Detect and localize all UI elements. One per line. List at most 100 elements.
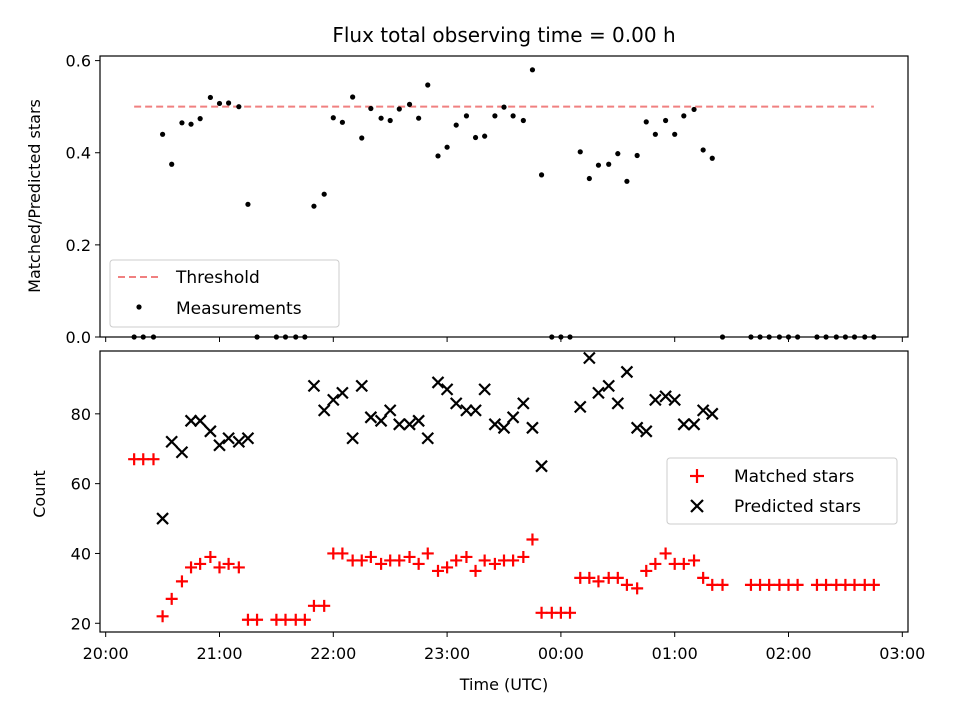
matched-star-point (583, 571, 596, 584)
predicted-star-point (677, 418, 691, 431)
matched-star-point (421, 547, 434, 560)
predicted-star-point (222, 431, 235, 445)
predicted-star-point (241, 431, 255, 445)
predicted-star-point (469, 404, 482, 417)
predicted-star-point (517, 397, 530, 410)
predicted-star-point (602, 379, 615, 393)
predicted-star-point (364, 411, 378, 424)
predicted-star-point (630, 421, 644, 435)
predicted-star-point (620, 365, 634, 379)
matched-star-point (156, 610, 169, 623)
x-tick-label: 20:00 (83, 644, 129, 663)
matched-star-point (716, 578, 729, 591)
predicted-star-point (204, 425, 217, 438)
matched-legend-swatch (690, 469, 704, 483)
bottom-x-ticks: 20:00 21:00 22:00 23:00 00:00 01:00 02:00 03:00 (83, 632, 925, 663)
bottom-y-tick-label: 20 (71, 614, 91, 633)
x-tick-label: 00:00 (538, 644, 584, 663)
predicted-star-point (573, 400, 587, 414)
matched-star-point (279, 613, 292, 626)
predicted-star-point (421, 431, 435, 445)
measurement-point (169, 161, 175, 167)
matched-star-point (403, 550, 416, 563)
measurement-point (520, 117, 526, 124)
matched-star-point (375, 557, 388, 570)
matched-star-point (517, 550, 530, 563)
measurement-point (624, 178, 630, 184)
matched-star-point (364, 550, 377, 563)
measurement-point (606, 161, 612, 167)
predicted-star-point (156, 512, 169, 525)
matched-star-point (147, 453, 160, 466)
measurement-point (339, 119, 345, 125)
predicted-star-point (639, 425, 653, 438)
measurement-point (216, 100, 223, 107)
measurement-point (236, 104, 242, 110)
measurement-point (245, 201, 251, 207)
measurement-point (207, 94, 213, 101)
measurement-point (188, 121, 194, 127)
predicted-star-point (213, 438, 226, 452)
matched-star-point (307, 599, 320, 612)
top-y-ticks: 0.0 0.2 0.4 0.6 (66, 52, 100, 347)
x-tick-label: 22:00 (310, 644, 356, 663)
matched-star-point (213, 561, 226, 574)
predicted-star-point (383, 404, 397, 417)
matched-star-point (848, 578, 861, 591)
measurement-point (700, 147, 706, 153)
measurements-legend-swatch (136, 304, 142, 310)
matched-star-point (232, 561, 245, 574)
matched-star-point (336, 547, 349, 560)
x-tick-label: 02:00 (765, 644, 811, 663)
predicted-star-point (317, 404, 331, 417)
measurement-point (586, 175, 592, 182)
predicted-star-point (506, 411, 520, 424)
matched-star-point (620, 578, 633, 591)
measurement-point (359, 135, 365, 141)
predicted-star-point (696, 404, 710, 417)
measurement-point (529, 67, 536, 73)
matched-star-point (318, 599, 331, 612)
bottom-y-axis-label: Count (30, 470, 49, 518)
predicted-star-point (165, 435, 178, 449)
x-tick-label: 21:00 (196, 644, 242, 663)
measurement-point (634, 152, 640, 159)
predicted-star-point (668, 393, 681, 407)
predicted-star-point (460, 404, 473, 417)
measurement-point (577, 149, 583, 155)
matched-star-point (867, 578, 880, 591)
x-tick-label: 23:00 (424, 644, 470, 663)
matched-star-point (763, 578, 776, 591)
matched-star-point (820, 578, 833, 591)
predicted-star-point (374, 414, 388, 428)
predicted-star-point (175, 445, 189, 459)
matched-star-point (469, 564, 482, 577)
matched-star-point (393, 554, 406, 567)
bottom-panel: 20 40 60 80 20:00 21:00 22:00 23:00 00:00 01:00 0… (30, 350, 925, 694)
x-tick-label: 01:00 (652, 644, 698, 663)
measurement-point (672, 131, 678, 137)
bottom-plot-frame (99, 350, 909, 633)
top-y-tick-label: 0.0 (66, 328, 91, 347)
predicted-star-point (307, 379, 321, 393)
matched-star-point (507, 554, 520, 567)
measurement-point (472, 134, 479, 141)
matched-star-point (611, 571, 624, 584)
matched-star-point (412, 557, 425, 570)
x-tick-label: 03:00 (879, 644, 925, 663)
matched-star-point (697, 571, 710, 584)
predicted-star-point (412, 414, 425, 428)
predicted-star-point (393, 418, 406, 431)
predicted-star-point (583, 351, 596, 365)
matched-star-point (298, 613, 311, 626)
matched-star-point (535, 606, 548, 619)
measurement-point (709, 155, 715, 161)
top-y-tick-label: 0.6 (66, 52, 91, 71)
measurement-point (159, 131, 166, 137)
matched-star-point (251, 613, 264, 626)
matched-star-point (649, 557, 662, 570)
predicted-star-point (336, 386, 349, 400)
top-panel: 0.0 0.2 0.4 0.6 Matched/Predicted stars Thr… (25, 52, 909, 347)
threshold-legend-label: Threshold (175, 268, 260, 288)
